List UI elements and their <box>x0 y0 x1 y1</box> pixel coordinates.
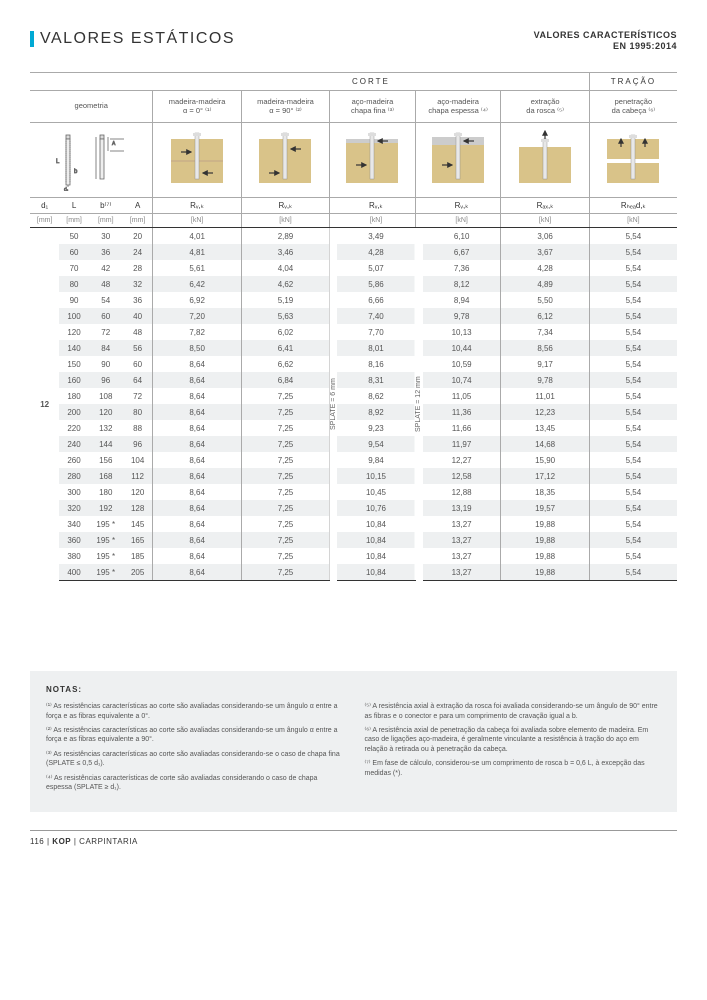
table-row: 16096648,646,848,3110,749,785,54 <box>30 372 677 388</box>
table-row: 7042285,614,045,077,364,285,54 <box>30 260 677 276</box>
table-row: 180108728,647,258,6211,0511,015,54 <box>30 388 677 404</box>
table-row: 9054366,925,196,668,945,505,54 <box>30 292 677 308</box>
diagram-3 <box>330 123 416 198</box>
diagram-4 <box>415 123 501 198</box>
col-1: madeira-madeiraα = 0° ⁽¹⁾ <box>153 90 241 123</box>
table-row: 2601561048,647,259,8412,2715,905,54 <box>30 452 677 468</box>
footer-brand: KOP <box>52 837 71 846</box>
diagram-2 <box>241 123 329 198</box>
hdr-rvk2: Rᵥ,ₖ <box>241 198 329 214</box>
table-row: 6036244,813,464,286,673,675,54 <box>30 244 677 260</box>
table-row: 15090608,646,628,1610,599,175,54 <box>30 356 677 372</box>
notes-left: ⁽¹⁾ As resistências características ao c… <box>46 702 343 798</box>
table-row: 340195 *1458,647,2510,8413,2719,885,54 <box>30 516 677 532</box>
accent-bar <box>30 31 34 47</box>
values-table: CORTE TRAÇÃO geometria madeira-madeiraα … <box>30 72 677 582</box>
svg-text:L: L <box>56 159 60 165</box>
col-3: aço-madeirachapa fina ⁽³⁾ <box>330 90 416 123</box>
col-geom: geometria <box>30 90 153 123</box>
table-row: 12072487,826,027,7010,137,345,54 <box>30 324 677 340</box>
table-row: 10060407,205,637,409,786,125,54 <box>30 308 677 324</box>
col-2: madeira-madeiraα = 90° ⁽²⁾ <box>241 90 329 123</box>
diagram-1 <box>153 123 241 198</box>
notes-box: NOTAS: ⁽¹⁾ As resistências característic… <box>30 671 677 812</box>
hdr-A: A <box>123 198 153 214</box>
hdr-rvk3: Rᵥ,ₖ <box>337 198 415 214</box>
col-6: penetraçãoda cabeça ⁽⁶⁾ <box>589 90 677 123</box>
page-number: 116 <box>30 837 44 846</box>
table-row: 360195 *1658,647,2510,8413,2719,885,54 <box>30 532 677 548</box>
hdr-b: b⁽⁷⁾ <box>89 198 123 214</box>
section-corte: CORTE <box>153 72 589 90</box>
section-tracao: TRAÇÃO <box>589 72 677 90</box>
table-body: 125030204,012,89SPLATE = 6 mm3,49SPLATE … <box>30 228 677 581</box>
table-row: 3201921288,647,2510,7613,1919,575,54 <box>30 500 677 516</box>
diagram-6 <box>589 123 677 198</box>
table-row: 200120808,647,258,9211,3612,235,54 <box>30 404 677 420</box>
hdr-rax: Rₐₓ,ₖ <box>501 198 589 214</box>
hdr-rvk1: Rᵥ,ₖ <box>153 198 241 214</box>
right-line-1: VALORES CARACTERÍSTICOS <box>534 30 677 41</box>
right-line-2: EN 1995:2014 <box>534 41 677 52</box>
table-row: 14084568,506,418,0110,448,565,54 <box>30 340 677 356</box>
svg-text:b: b <box>74 169 78 175</box>
page-title-right: VALORES CARACTERÍSTICOS EN 1995:2014 <box>534 30 677 52</box>
col-4: aço-madeirachapa espessa ⁽⁴⁾ <box>415 90 501 123</box>
hdr-L: L <box>59 198 88 214</box>
hdr-rvk4: Rᵥ,ₖ <box>423 198 501 214</box>
table-row: 220132888,647,259,2311,6613,455,54 <box>30 420 677 436</box>
page-title: VALORES ESTÁTICOS <box>40 30 235 48</box>
table-row: 8048326,424,625,868,124,895,54 <box>30 276 677 292</box>
table-row: 380195 *1858,647,2510,8413,2719,885,54 <box>30 548 677 564</box>
page-title-left: VALORES ESTÁTICOS <box>30 30 235 48</box>
hdr-d1: d₁ <box>30 198 59 214</box>
table-row: 3001801208,647,2510,4512,8818,355,54 <box>30 484 677 500</box>
svg-text:d₁: d₁ <box>64 187 69 191</box>
header: VALORES ESTÁTICOS VALORES CARACTERÍSTICO… <box>30 30 677 52</box>
diagram-geom: L b d₁ A <box>30 123 153 198</box>
diagram-5 <box>501 123 589 198</box>
footer: 116 | KOP | CARPINTARIA <box>30 830 677 846</box>
footer-section: CARPINTARIA <box>79 837 138 846</box>
table-row: 2801681128,647,2510,1512,5817,125,54 <box>30 468 677 484</box>
col-5: extraçãoda rosca ⁽⁵⁾ <box>501 90 589 123</box>
table-row: 400195 *2058,647,2510,8413,2719,885,54 <box>30 564 677 581</box>
table-row: 240144968,647,259,5411,9714,685,54 <box>30 436 677 452</box>
hdr-rhead: Rₕₑₐd,ₖ <box>589 198 677 214</box>
table-row: 125030204,012,89SPLATE = 6 mm3,49SPLATE … <box>30 228 677 245</box>
notes-right: ⁽⁵⁾ A resistência axial à extração da ro… <box>365 702 662 798</box>
svg-text:A: A <box>112 141 116 147</box>
notes-title: NOTAS: <box>46 685 661 694</box>
